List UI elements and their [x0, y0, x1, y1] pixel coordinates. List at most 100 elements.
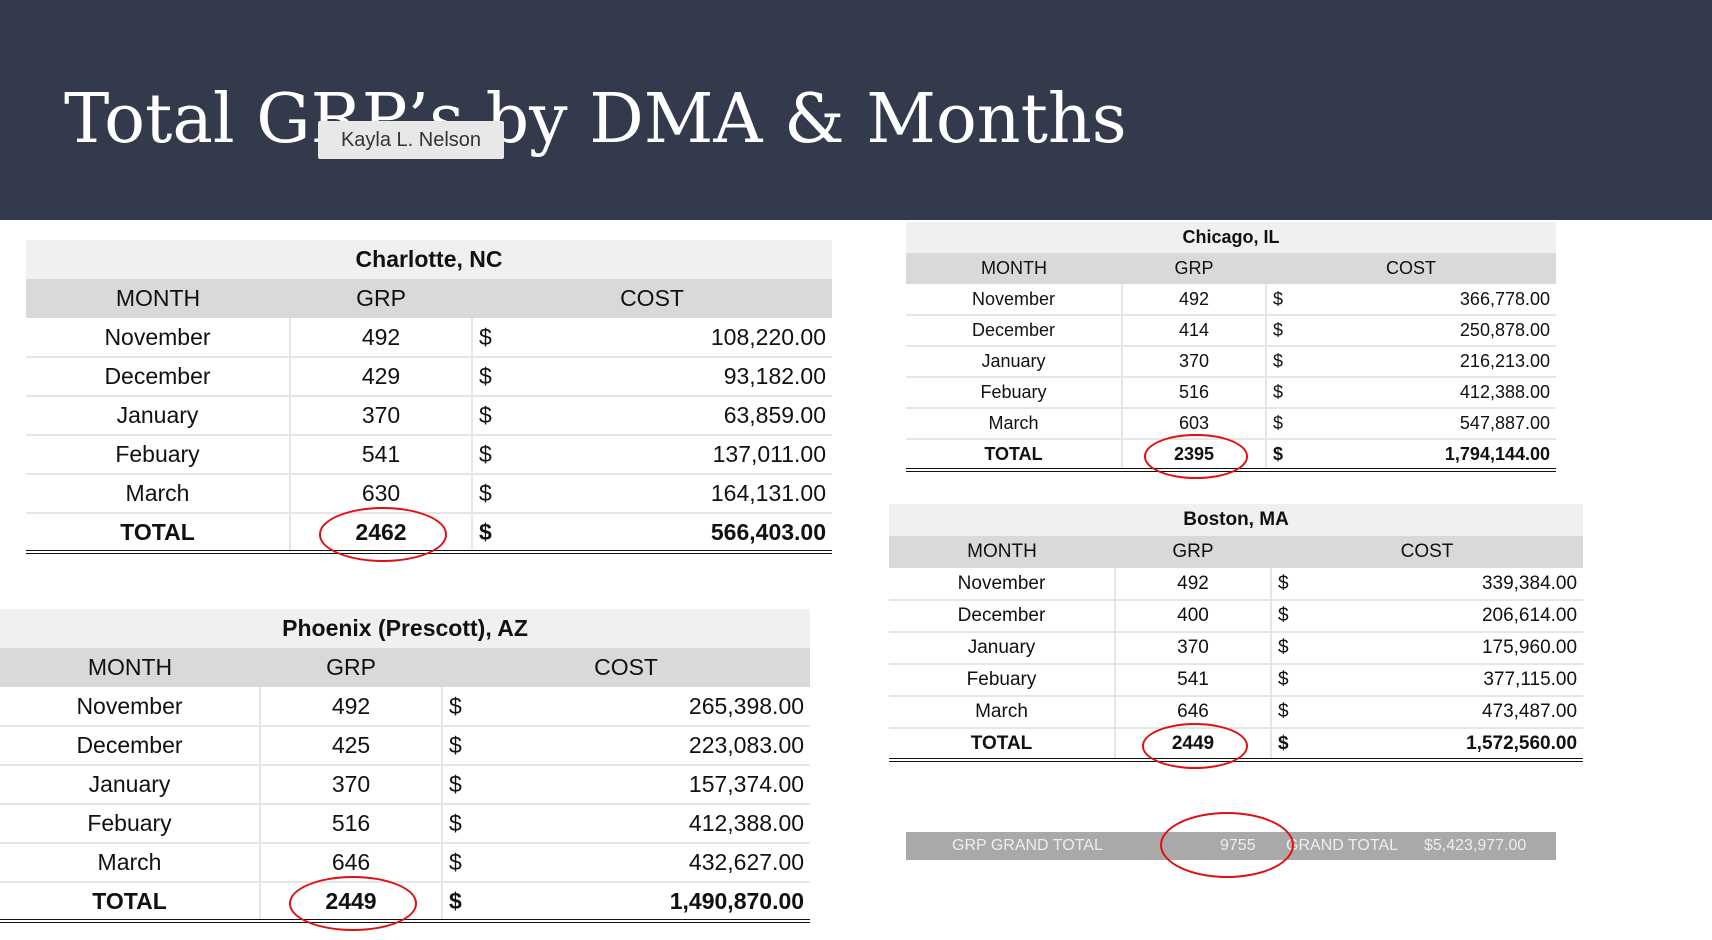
currency-cell: $: [1270, 568, 1331, 601]
data-row: December 425 $223,083.00: [0, 726, 811, 766]
month-cell: March: [889, 696, 1115, 729]
month-cell: January: [0, 765, 260, 805]
grand-total-bar: GRP GRAND TOTAL 9755 GRAND TOTAL $5,423,…: [906, 832, 1556, 860]
month-cell: Febuary: [906, 377, 1122, 409]
grp-cell: 370: [259, 765, 442, 805]
cost-cell: 412,388.00: [522, 804, 811, 844]
cost-cell: 377,115.00: [1331, 664, 1584, 697]
grp-cell: 2449: [1114, 727, 1271, 762]
header-row: MONTH GRP COST: [26, 279, 833, 318]
cost-cell: 1,794,144.00: [1326, 438, 1557, 472]
month-cell: December: [906, 315, 1122, 347]
cost-cell: 164,131.00: [552, 474, 833, 514]
header-row: MONTH GRP COST: [0, 648, 811, 687]
cost-cell: 1,490,870.00: [522, 881, 811, 923]
table-title-row: Chicago, IL: [906, 222, 1557, 253]
cost-cell: 137,011.00: [552, 435, 833, 475]
cost-cell: 216,213.00: [1326, 346, 1557, 378]
month-cell: TOTAL: [906, 438, 1122, 472]
month-cell: TOTAL: [889, 727, 1115, 762]
data-row: Febuary 541 $137,011.00: [26, 435, 833, 475]
table-title-row: Boston, MA: [889, 504, 1584, 536]
data-row: Febuary 516 $412,388.00: [0, 804, 811, 844]
month-cell: January: [26, 396, 290, 436]
grp-cell: 541: [289, 435, 472, 475]
column-header: COST: [472, 279, 833, 318]
month-cell: Febuary: [26, 435, 290, 475]
cost-cell: 93,182.00: [552, 357, 833, 397]
currency-cell: $: [441, 687, 522, 727]
header-row: MONTH GRP COST: [906, 253, 1557, 284]
currency-cell: $: [1270, 727, 1331, 762]
total-row: TOTAL 2449 $1,490,870.00: [0, 881, 811, 923]
currency-cell: $: [1270, 632, 1331, 665]
currency-cell: $: [471, 318, 552, 358]
data-row: March 646 $473,487.00: [889, 696, 1584, 729]
currency-cell: $: [1265, 408, 1326, 440]
column-header: GRP: [260, 648, 442, 687]
currency-cell: $: [441, 881, 522, 923]
column-header: MONTH: [906, 253, 1122, 284]
currency-cell: $: [441, 843, 522, 883]
grp-cell: 646: [1114, 696, 1271, 729]
grp-grand-total-label: GRP GRAND TOTAL: [952, 837, 1103, 854]
data-row: November 492 $366,778.00: [906, 284, 1557, 316]
data-table: Phoenix (Prescott), AZ MONTH GRP COST Novemb…: [0, 609, 811, 923]
currency-cell: $: [1270, 600, 1331, 633]
data-row: January 370 $157,374.00: [0, 765, 811, 805]
grp-cell: 2449: [259, 881, 442, 923]
currency-cell: $: [1270, 664, 1331, 697]
currency-cell: $: [1265, 284, 1326, 316]
column-header: GRP: [1115, 536, 1271, 568]
month-cell: March: [26, 474, 290, 514]
total-row: TOTAL 2395 $1,794,144.00: [906, 438, 1557, 472]
column-header: GRP: [1122, 253, 1266, 284]
currency-cell: $: [1265, 438, 1326, 472]
month-cell: March: [906, 408, 1122, 440]
grp-cell: 2462: [289, 512, 472, 554]
column-header: COST: [442, 648, 811, 687]
column-header: MONTH: [26, 279, 290, 318]
cost-cell: 175,960.00: [1331, 632, 1584, 665]
currency-cell: $: [471, 435, 552, 475]
grp-cell: 603: [1121, 408, 1266, 440]
cost-cell: 223,083.00: [522, 726, 811, 766]
month-cell: Febuary: [0, 804, 260, 844]
data-row: March 630 $164,131.00: [26, 474, 833, 514]
data-table: Boston, MA MONTH GRP COST November 492 $339,38…: [889, 504, 1584, 762]
grp-cell: 492: [1114, 568, 1271, 601]
grp-cell: 425: [259, 726, 442, 766]
grp-cell: 646: [259, 843, 442, 883]
grp-cell: 414: [1121, 315, 1266, 347]
column-header: COST: [1266, 253, 1557, 284]
month-cell: November: [889, 568, 1115, 601]
cost-cell: 206,614.00: [1331, 600, 1584, 633]
grp-cell: 492: [259, 687, 442, 727]
cost-cell: 157,374.00: [522, 765, 811, 805]
cost-cell: 108,220.00: [552, 318, 833, 358]
column-header: GRP: [290, 279, 472, 318]
grp-cell: 516: [1121, 377, 1266, 409]
table-title: Phoenix (Prescott), AZ: [0, 609, 811, 648]
currency-cell: $: [1265, 377, 1326, 409]
grp-cell: 400: [1114, 600, 1271, 633]
grp-grand-total-value: 9755: [1220, 837, 1256, 854]
month-cell: December: [0, 726, 260, 766]
currency-cell: $: [471, 357, 552, 397]
data-row: January 370 $216,213.00: [906, 346, 1557, 378]
cost-cell: 366,778.00: [1326, 284, 1557, 316]
table-title-row: Charlotte, NC: [26, 240, 833, 279]
data-row: November 492 $108,220.00: [26, 318, 833, 358]
grp-cell: 429: [289, 357, 472, 397]
grp-cell: 630: [289, 474, 472, 514]
grand-total-value: $5,423,977.00: [1424, 837, 1527, 854]
header-row: MONTH GRP COST: [889, 536, 1584, 568]
column-header: MONTH: [0, 648, 260, 687]
month-cell: November: [906, 284, 1122, 316]
grp-cell: 370: [289, 396, 472, 436]
month-cell: TOTAL: [0, 881, 260, 923]
data-row: Febuary 516 $412,388.00: [906, 377, 1557, 409]
currency-cell: $: [471, 474, 552, 514]
grp-cell: 492: [289, 318, 472, 358]
